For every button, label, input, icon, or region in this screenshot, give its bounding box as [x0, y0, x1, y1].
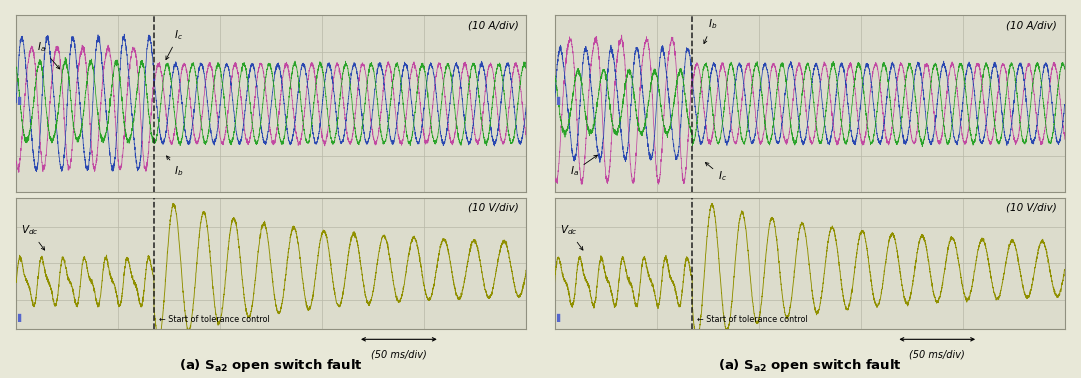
Text: ← Start of tolerance control: ← Start of tolerance control — [697, 314, 809, 324]
Text: $I_a$: $I_a$ — [37, 40, 59, 69]
Text: $I_c$: $I_c$ — [165, 28, 184, 60]
Text: (10 V/div): (10 V/div) — [468, 202, 519, 212]
Text: ← Start of tolerance control: ← Start of tolerance control — [159, 314, 270, 324]
Text: ▌: ▌ — [556, 313, 562, 322]
Text: $V_{dc}$: $V_{dc}$ — [560, 223, 583, 250]
Text: (50 ms/div): (50 ms/div) — [909, 350, 965, 360]
X-axis label: $\mathbf{(a)\ S_{a2}}$ open switch fault: $\mathbf{(a)\ S_{a2}}$ open switch fault — [179, 356, 363, 373]
Text: $V_{dc}$: $V_{dc}$ — [22, 223, 44, 250]
Text: ▌: ▌ — [17, 313, 24, 322]
Text: ▌: ▌ — [556, 96, 562, 104]
Text: $I_c$: $I_c$ — [706, 163, 726, 183]
Text: (10 A/div): (10 A/div) — [468, 20, 519, 30]
Text: (10 V/div): (10 V/div) — [1006, 202, 1057, 212]
X-axis label: $\mathbf{(a)\ S_{a2}}$ open switch fault: $\mathbf{(a)\ S_{a2}}$ open switch fault — [718, 356, 902, 373]
Text: (10 A/div): (10 A/div) — [1006, 20, 1057, 30]
Text: (50 ms/div): (50 ms/div) — [371, 350, 427, 360]
Text: $I_b$: $I_b$ — [704, 17, 717, 43]
Text: $I_b$: $I_b$ — [166, 156, 184, 178]
Text: ▌: ▌ — [17, 96, 24, 104]
Text: $I_a$: $I_a$ — [570, 155, 598, 178]
